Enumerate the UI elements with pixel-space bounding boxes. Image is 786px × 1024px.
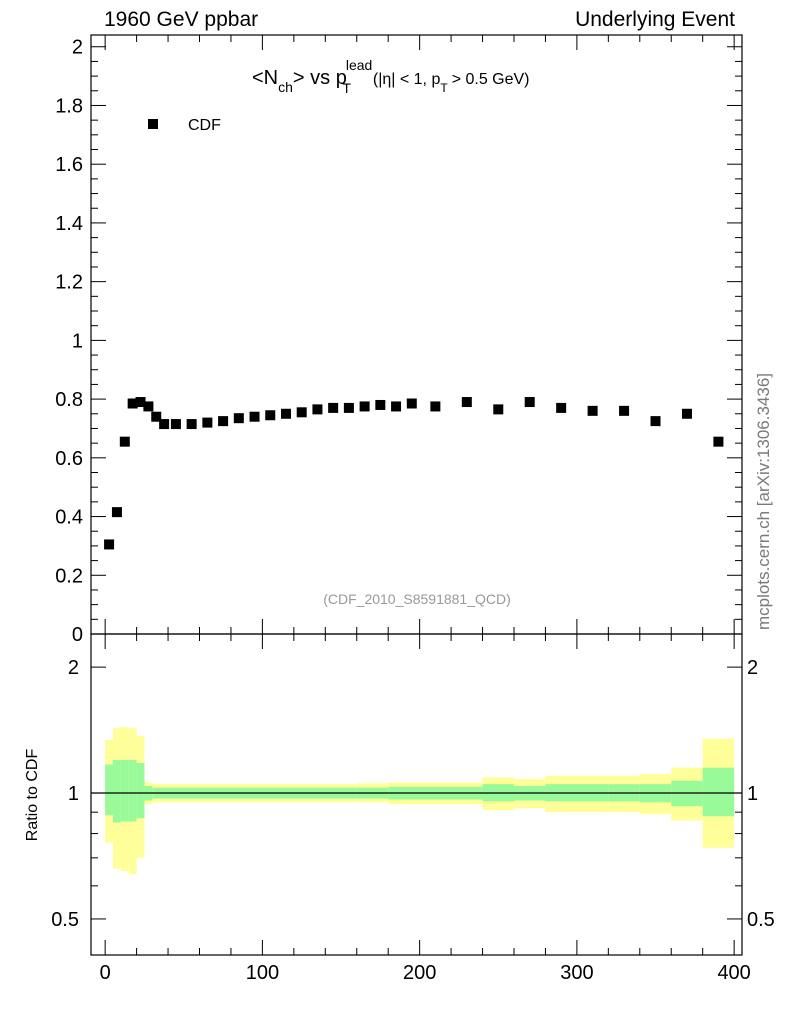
legend-label: CDF — [188, 117, 221, 134]
data-point — [524, 397, 535, 408]
data-point — [587, 405, 598, 416]
ratio-band-inner — [136, 762, 145, 819]
y-tick-label: 0.2 — [55, 565, 83, 587]
ratio-y-tick-label-left: 0.5 — [51, 909, 79, 931]
data-point — [119, 436, 130, 447]
data-point — [265, 410, 276, 421]
data-point — [127, 398, 138, 409]
ratio-y-tick-label-left: 2 — [68, 657, 79, 679]
data-point — [143, 401, 154, 412]
data-point — [461, 397, 472, 408]
data-point — [280, 408, 291, 419]
data-point — [249, 411, 260, 422]
data-point — [681, 408, 692, 419]
x-tick-label: 400 — [717, 962, 750, 984]
data-point — [111, 507, 122, 518]
x-tick-label: 300 — [560, 962, 593, 984]
data-point — [391, 401, 402, 412]
ratio-y-tick-label-left: 1 — [68, 783, 79, 805]
x-tick-label: 200 — [403, 962, 436, 984]
ratio-y-tick-label-right: 2 — [747, 657, 758, 679]
data-point — [186, 419, 197, 430]
y-tick-label: 1.4 — [55, 213, 83, 235]
ratio-y-axis-label: Ratio to CDF — [24, 749, 41, 842]
y-tick-label: 2 — [72, 37, 83, 59]
ratio-y-tick-label-right: 0.5 — [747, 909, 775, 931]
data-point — [312, 404, 323, 415]
y-tick-label: 0 — [72, 624, 83, 646]
data-point — [406, 398, 417, 409]
data-point — [202, 417, 213, 428]
data-point — [713, 436, 724, 447]
data-point — [556, 402, 567, 413]
y-tick-label: 1.2 — [55, 272, 83, 294]
ratio-plot-frame — [90, 633, 743, 956]
data-point — [343, 402, 354, 413]
data-point — [430, 401, 441, 412]
data-point — [170, 419, 181, 430]
ratio-band-inner — [105, 764, 114, 816]
cdf-markers — [104, 397, 724, 550]
data-point — [151, 411, 162, 422]
data-point — [135, 397, 146, 408]
data-point — [375, 399, 386, 410]
main-y-ticks: 0 0.2 0.4 0.6 0.8 1 1.2 1.4 1.6 1.8 2 — [55, 37, 742, 646]
ratio-bands — [91, 726, 742, 875]
ratio-frame-box — [90, 633, 743, 956]
x-ticks: 0 100 200 300 400 — [100, 35, 751, 984]
data-point — [218, 416, 229, 427]
ratio-band-inner — [113, 759, 121, 823]
data-point — [296, 407, 307, 418]
y-tick-label: 0.8 — [55, 389, 83, 411]
y-tick-label: 1 — [72, 330, 83, 352]
data-point — [650, 416, 661, 427]
y-tick-label: 0.4 — [55, 507, 83, 529]
data-point — [159, 419, 170, 430]
legend-marker — [148, 119, 158, 129]
x-tick-label: 0 — [100, 962, 111, 984]
analysis-id-label: (CDF_2010_S8591881_QCD) — [323, 591, 511, 607]
ratio-y-ticks: 0.5 0.5 1 1 2 2 — [51, 657, 775, 931]
y-tick-label: 1.8 — [55, 95, 83, 117]
data-point — [104, 539, 115, 550]
data-point — [233, 413, 244, 424]
ratio-y-tick-label-right: 1 — [747, 783, 758, 805]
data-point — [619, 405, 630, 416]
data-point — [359, 401, 370, 412]
chart-title: <Nch> vs plead T (|η| < 1, pT > 0.5 GeV) — [252, 57, 530, 96]
data-point — [493, 404, 504, 415]
y-tick-label: 1.6 — [55, 154, 83, 176]
x-tick-label: 100 — [246, 962, 279, 984]
ratio-band-inner — [128, 759, 137, 822]
data-point — [328, 402, 339, 413]
header-left-label: 1960 GeV ppbar — [104, 8, 259, 31]
ratio-band-inner — [120, 759, 129, 822]
y-tick-label: 0.6 — [55, 448, 83, 470]
ratio-band-inner — [702, 767, 735, 817]
header-right-label: Underlying Event — [575, 8, 735, 31]
